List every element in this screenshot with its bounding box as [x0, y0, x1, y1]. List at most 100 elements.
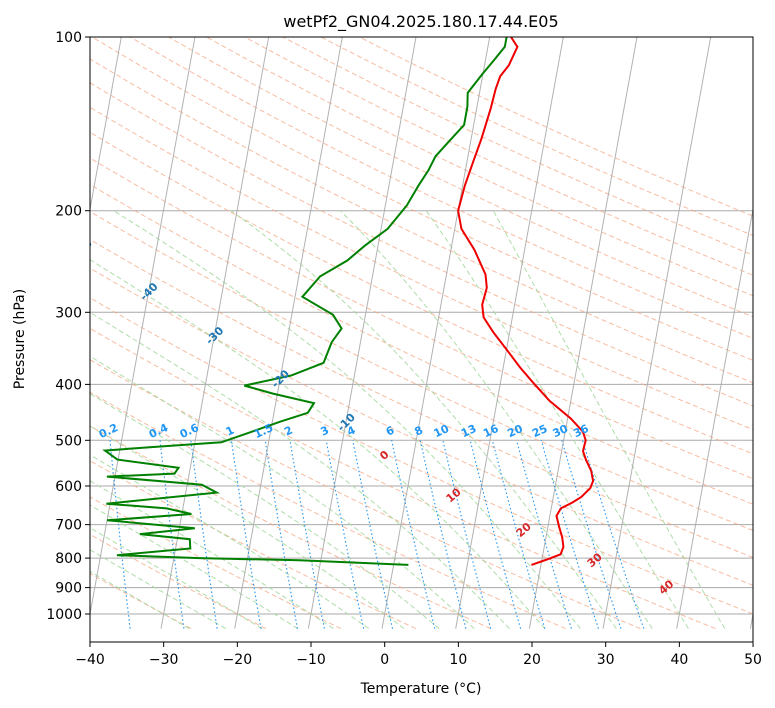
mixing-ratio-label: 0.4: [147, 421, 170, 441]
dry-adiabat-line: [90, 327, 716, 630]
isotherm-line: [234, 37, 343, 629]
moist-adiabat-line: [113, 210, 581, 629]
isotherm-label: -30: [203, 324, 226, 347]
mixing-ratio-label: 10: [432, 422, 452, 440]
y-tick-label: 500: [55, 433, 82, 449]
dry-adiabat-line: [90, 460, 417, 630]
moist-adiabat-line: [90, 393, 440, 629]
mixing-ratio-line: [63, 440, 80, 628]
chart-title: wetPf2_GN04.2025.180.17.44.E05: [283, 12, 558, 32]
mixing-ratio-line: [109, 440, 131, 629]
mixing-ratio-label: 8: [412, 424, 424, 439]
axes: −40 −30 −20 −10 0 10 20 30 40 5010020030040050060…: [46, 30, 762, 668]
dry-adiabat-line: [90, 183, 753, 505]
y-tick-label: 100: [55, 30, 82, 46]
mixing-ratio-line: [581, 440, 645, 629]
temperature-line: [457, 37, 595, 566]
line-labels: 0.10.20.40.611.52346810131620253036-100-…: [90, 236, 677, 597]
mixing-ratio-line: [391, 440, 436, 629]
mixing-ratio-label: 36: [571, 422, 591, 440]
isotherm-label: -40: [137, 280, 160, 303]
moist-adiabat-label: 10: [444, 485, 464, 505]
moist-adiabat-line: [90, 480, 334, 630]
dry-adiabat-line: [358, 37, 753, 217]
moist-adiabat-line: [90, 425, 405, 629]
mixing-ratio-label: 30: [551, 422, 571, 440]
x-tick-label: 20: [523, 652, 541, 668]
dry-adiabat-line: [90, 267, 753, 586]
isotherm-line: [602, 37, 712, 629]
mixing-ratio-label: 20: [505, 422, 525, 440]
mixing-ratio-label: 13: [459, 422, 478, 440]
moist-adiabat-line: [90, 570, 190, 630]
y-tick-label: 200: [55, 204, 82, 220]
x-tick-label: 40: [670, 652, 688, 668]
isotherm-line: [90, 37, 196, 617]
moist-adiabat-line: [90, 259, 546, 629]
mixing-ratio-label: 0.2: [97, 421, 120, 441]
y-tick-label: 900: [55, 581, 82, 597]
moist-adiabat-label: 40: [656, 577, 676, 597]
dry-adiabat-line: [167, 37, 753, 318]
plot-frame: [89, 36, 754, 643]
y-tick-label: 800: [55, 551, 82, 567]
x-tick-label: −30: [149, 652, 179, 668]
moist-adiabat-line: [90, 311, 510, 629]
background-lines: [63, 37, 753, 630]
mixing-ratio-label: 16: [481, 422, 501, 440]
x-axis-label: Temperature (°C): [360, 681, 482, 697]
isotherm-line: [381, 37, 491, 629]
dry-adiabat-line: [243, 37, 753, 276]
mixing-ratio-label: 3: [318, 424, 330, 439]
mixing-ratio-label: 2: [282, 424, 294, 439]
dry-adiabat-line: [205, 37, 753, 297]
mixing-ratio-line: [289, 440, 325, 629]
y-tick-label: 300: [55, 305, 82, 321]
dry-adiabat-line: [90, 211, 753, 532]
mixing-ratio-label: 6: [384, 423, 397, 438]
mixing-ratio-line: [516, 440, 572, 629]
isotherm-line: [90, 37, 122, 212]
dry-adiabat-line: [90, 496, 342, 630]
mixing-ratio-line: [325, 440, 365, 629]
dry-adiabat-line: [90, 533, 267, 630]
sounding-traces: [102, 37, 595, 566]
dry-adiabat-line: [90, 82, 753, 407]
isotherm-line: [528, 37, 638, 629]
x-tick-label: 30: [597, 652, 615, 668]
dry-adiabat-line: [281, 37, 753, 256]
dry-adiabat-line: [90, 425, 491, 630]
mixing-ratio-line: [491, 440, 546, 629]
moist-adiabat-line: [90, 549, 226, 630]
dry-adiabat-line: [90, 359, 641, 630]
y-tick-label: 400: [55, 377, 82, 393]
y-tick-label: 700: [55, 518, 82, 534]
mixing-ratio-line: [540, 440, 599, 629]
mixing-ratio-label: 25: [530, 422, 549, 440]
mixing-ratio-line: [561, 440, 622, 629]
mixing-ratio-label: 1: [224, 424, 236, 439]
moist-adiabat-line: [425, 210, 689, 629]
dry-adiabat-line: [90, 391, 566, 630]
isotherm-line: [676, 206, 753, 629]
mixing-ratio-line: [190, 440, 218, 629]
y-axis-label: Pressure (hPa): [12, 289, 28, 389]
isotherm-line: [307, 37, 417, 629]
dry-adiabat-line: [90, 58, 753, 384]
dry-adiabat-line: [90, 297, 753, 615]
dewpoint-line: [102, 37, 508, 566]
moist-adiabat-line: [230, 210, 617, 629]
x-tick-label: 50: [744, 652, 762, 668]
moist-adiabat-label: 20: [514, 520, 534, 540]
isotherm-line: [749, 611, 753, 629]
x-tick-label: −40: [75, 652, 105, 668]
x-tick-label: −20: [223, 652, 253, 668]
x-tick-label: 10: [449, 652, 467, 668]
x-tick-label: 0: [380, 652, 389, 668]
isotherm-line: [455, 37, 564, 629]
isotherm-label: -20: [269, 367, 292, 390]
moist-adiabat-line: [492, 210, 726, 629]
y-tick-label: 1000: [46, 607, 82, 623]
dry-adiabat-line: [90, 157, 753, 480]
moist-adiabat-line: [340, 210, 653, 629]
